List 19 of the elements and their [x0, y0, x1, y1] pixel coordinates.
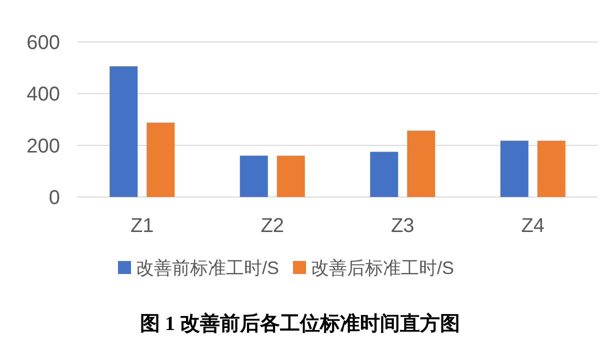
- x-tick-label: Z4: [521, 215, 545, 237]
- bar: [110, 66, 138, 197]
- legend-label: 改善后标准工时/S: [311, 258, 454, 278]
- y-tick-label: 200: [26, 135, 60, 158]
- bar: [276, 156, 305, 197]
- y-tick-label: 0: [48, 187, 60, 209]
- bar: [370, 152, 398, 197]
- bar: [537, 140, 566, 197]
- legend-label: 改善前标准工时/S: [136, 258, 280, 278]
- x-tick-label: Z2: [260, 215, 284, 237]
- x-tick-label: Z3: [390, 215, 414, 237]
- bar: [407, 130, 436, 197]
- bar: [500, 140, 528, 197]
- bar: [240, 156, 268, 197]
- y-tick-label: 400: [26, 84, 60, 106]
- bar: [146, 122, 175, 197]
- text: 图 1 改善前后各工位标准时间直方图: [140, 312, 460, 335]
- x-tick-label: Z1: [130, 215, 154, 237]
- y-tick-label: 600: [26, 32, 60, 54]
